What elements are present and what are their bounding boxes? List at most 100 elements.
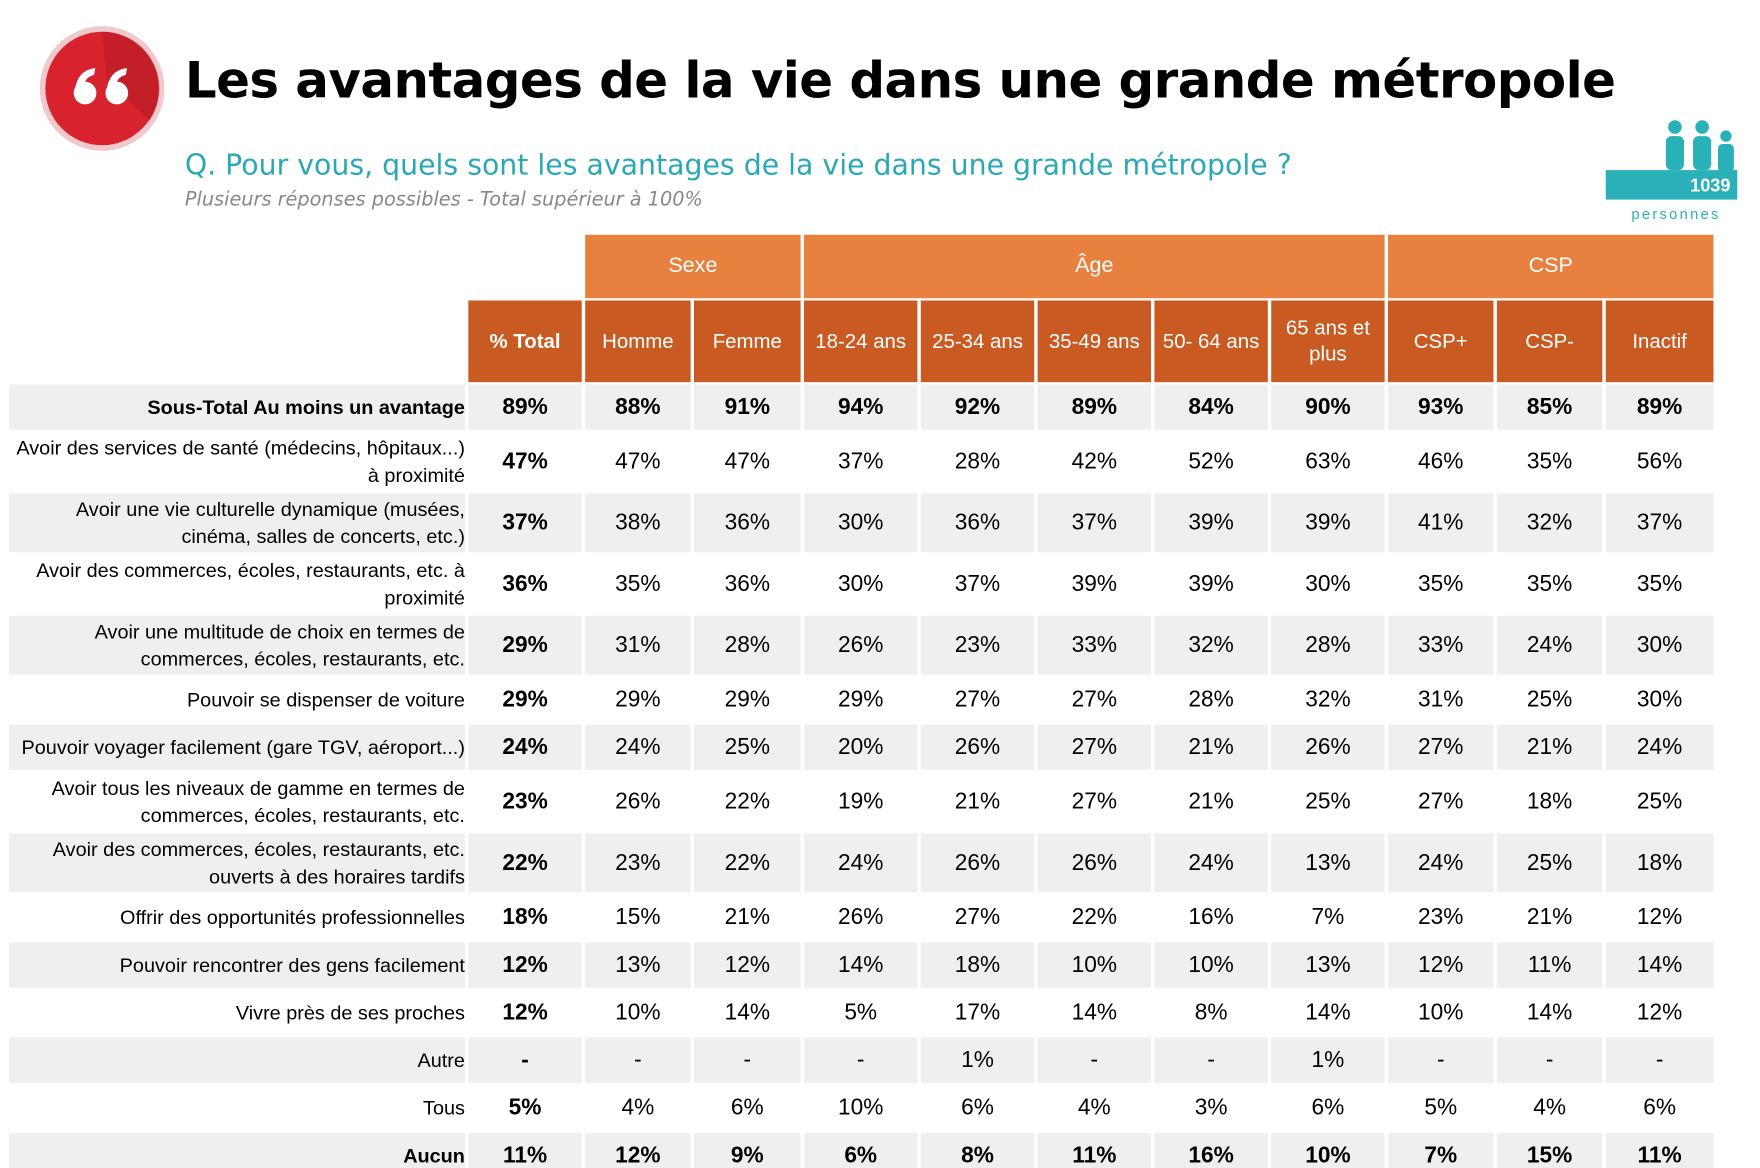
cell-value: 21%: [954, 788, 1001, 814]
cell-value: 21%: [1154, 724, 1268, 770]
cell-value: 15%: [1496, 1132, 1603, 1168]
cell-value: 4%: [1533, 1094, 1567, 1120]
column-header: CSP+: [1388, 300, 1494, 383]
cell-value: 47%: [615, 448, 661, 474]
cell-value: 39%: [1271, 493, 1385, 553]
row-label: Offrir des opportunités professionnelles: [120, 906, 465, 929]
cell-value: 19%: [838, 788, 884, 814]
cell-value: 42%: [1071, 448, 1118, 474]
cell-value: 16%: [1154, 1132, 1268, 1168]
respondents-logo: 1039 personnes: [1605, 120, 1738, 223]
cell-value: 89%: [1037, 384, 1152, 430]
table-row: Avoir une vie culturelle dynamique (musé…: [9, 493, 1714, 553]
table-row: Aucun 11% 12% 9% 6% 8% 11% 16% 10% 7% 15% 11%: [9, 1132, 1714, 1168]
cell-value: 24%: [468, 724, 582, 770]
column-header: CSP-: [1496, 300, 1603, 383]
cell-value: 27%: [954, 686, 1001, 712]
cell-value: 46%: [1418, 448, 1464, 474]
cell-value: 36%: [694, 493, 801, 553]
quote-icon: [39, 26, 165, 151]
cell-value: 31%: [585, 615, 691, 675]
cell-value: 7%: [1388, 1132, 1494, 1168]
column-header: Homme: [585, 300, 691, 383]
cell-value: 6%: [1643, 1094, 1676, 1120]
cell-value: 93%: [1388, 384, 1494, 430]
cell-value: 5%: [844, 999, 878, 1025]
cell-value: 91%: [694, 384, 801, 430]
cell-value: 31%: [1418, 686, 1464, 712]
cell-value: 41%: [1388, 493, 1494, 553]
row-label: Aucun: [9, 1132, 465, 1168]
cell-value: 16%: [1188, 904, 1234, 930]
table-row: Offrir des opportunités professionnelles…: [9, 895, 1713, 940]
cell-value: 28%: [1271, 615, 1385, 675]
cell-value: -: [1037, 1037, 1152, 1083]
table-row: Autre - - - -1% - -1% - - -: [9, 1037, 1714, 1083]
cell-value: 14%: [1605, 942, 1714, 988]
question: Q. Pour vous, quels sont les avantages d…: [184, 148, 1292, 182]
cell-value: 4%: [621, 1094, 655, 1120]
respondents-label: personnes: [1631, 207, 1720, 223]
cell-value: 24%: [585, 724, 691, 770]
cell-value: 12%: [694, 942, 801, 988]
cell-value: 14%: [724, 999, 771, 1025]
cell-value: 21%: [1526, 904, 1573, 930]
cell-value: 63%: [1305, 448, 1351, 474]
cell-value: 25%: [1496, 833, 1603, 893]
row-label: Pouvoir rencontrer des gens facilement: [9, 942, 465, 988]
cell-value: 23%: [502, 788, 548, 814]
cell-value: 27%: [1037, 724, 1152, 770]
cell-value: 89%: [468, 384, 582, 430]
cell-value: 29%: [502, 686, 548, 712]
cell-value: 35%: [1526, 570, 1573, 596]
cell-value: 36%: [502, 570, 548, 596]
cell-value: 18%: [1605, 833, 1714, 893]
cell-value: 27%: [1071, 788, 1118, 814]
cell-value: 89%: [1605, 384, 1714, 430]
cell-value: 27%: [1418, 788, 1464, 814]
cell-value: 84%: [1154, 384, 1268, 430]
cell-value: 6%: [730, 1094, 764, 1120]
row-label: Avoir des commerces, écoles, restaurants…: [9, 833, 465, 893]
cell-value: 15%: [615, 904, 661, 930]
cell-value: 24%: [1154, 833, 1268, 893]
cell-value: 56%: [1636, 448, 1683, 474]
cell-value: 26%: [1271, 724, 1385, 770]
cell-value: 27%: [1388, 724, 1494, 770]
cell-value: 11%: [1605, 1132, 1714, 1168]
cell-value: 26%: [920, 833, 1035, 893]
group-header: Âge: [804, 234, 1385, 299]
cell-value: 37%: [954, 570, 1001, 596]
cell-value: 30%: [1305, 570, 1351, 596]
row-label: Avoir une vie culturelle dynamique (musé…: [9, 493, 465, 553]
group-header: CSP: [1388, 234, 1714, 299]
cell-value: 27%: [1071, 686, 1118, 712]
title: Les avantages de la vie dans une grande …: [184, 52, 1616, 110]
cell-value: 33%: [1388, 615, 1494, 675]
results-table: Sexe Âge CSP % Total Homme Femme 18-24 ans 2…: [6, 232, 1717, 1168]
cell-value: 22%: [724, 788, 771, 814]
row-label: Sous-Total Au moins un avantage: [9, 384, 465, 430]
column-header: Femme: [694, 300, 801, 383]
cell-value: 35%: [1418, 570, 1464, 596]
cell-value: 39%: [1154, 493, 1268, 553]
row-label: Pouvoir se dispenser de voiture: [186, 688, 465, 712]
table-row: Pouvoir rencontrer des gens facilement 12…: [9, 942, 1714, 988]
cell-value: 22%: [1071, 904, 1118, 930]
row-label: Autre: [9, 1037, 465, 1083]
cell-value: 27%: [954, 904, 1001, 930]
cell-value: 7%: [1311, 904, 1345, 930]
cell-value: 23%: [1418, 904, 1464, 930]
cell-value: 25%: [1526, 686, 1573, 712]
cell-value: 21%: [724, 904, 771, 930]
cell-value: 10%: [1271, 1132, 1385, 1168]
cell-value: 26%: [804, 615, 918, 675]
column-header: 65 ans et plus: [1271, 300, 1385, 383]
cell-value: 29%: [838, 686, 884, 712]
column-header: 18-24 ans: [804, 300, 918, 383]
cell-value: 12%: [585, 1132, 691, 1168]
cell-value: 8%: [920, 1132, 1035, 1168]
column-header: 50- 64 ans: [1154, 300, 1268, 383]
cell-value: 36%: [724, 570, 771, 596]
